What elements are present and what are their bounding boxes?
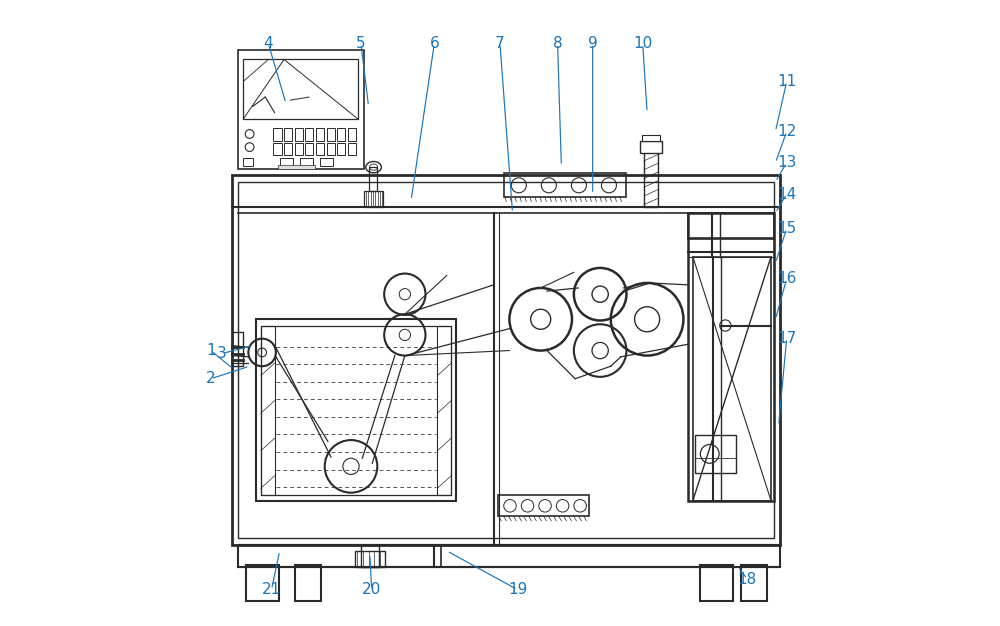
Bar: [437, 326, 451, 495]
Bar: [361, 545, 379, 567]
Bar: [327, 143, 335, 155]
Bar: [243, 158, 253, 166]
Bar: [273, 143, 282, 155]
Bar: [741, 565, 767, 601]
Bar: [693, 257, 771, 501]
Text: 14: 14: [777, 187, 796, 202]
Bar: [369, 167, 377, 191]
Text: 6: 6: [429, 36, 439, 51]
Text: 20: 20: [362, 582, 381, 597]
Bar: [355, 551, 385, 567]
Bar: [238, 545, 780, 567]
Bar: [305, 143, 313, 155]
Bar: [280, 158, 293, 166]
Bar: [261, 326, 275, 495]
Bar: [644, 150, 658, 207]
Bar: [295, 565, 321, 601]
Bar: [273, 128, 282, 141]
Text: 16: 16: [777, 271, 796, 286]
Bar: [688, 213, 774, 238]
Bar: [327, 128, 335, 141]
Bar: [504, 173, 626, 197]
Text: 8: 8: [553, 36, 562, 51]
Text: 17: 17: [777, 331, 796, 346]
Text: 5: 5: [356, 36, 366, 51]
Text: 18: 18: [738, 572, 757, 587]
Text: 1: 1: [206, 343, 216, 358]
Bar: [498, 495, 589, 516]
Bar: [261, 326, 451, 495]
Bar: [640, 141, 662, 153]
Bar: [320, 158, 333, 166]
Bar: [232, 175, 780, 545]
Text: 21: 21: [262, 582, 281, 597]
Bar: [700, 565, 733, 601]
Bar: [238, 182, 774, 538]
Bar: [278, 165, 315, 169]
Bar: [295, 128, 303, 141]
Bar: [364, 191, 383, 207]
Bar: [284, 143, 292, 155]
Text: 9: 9: [588, 36, 598, 51]
Bar: [337, 128, 345, 141]
Bar: [337, 143, 345, 155]
Bar: [316, 143, 324, 155]
Bar: [305, 128, 313, 141]
Text: 10: 10: [633, 36, 652, 51]
Text: 4: 4: [264, 36, 273, 51]
Bar: [300, 158, 313, 166]
Text: 11: 11: [777, 74, 796, 89]
Text: 19: 19: [508, 582, 527, 597]
Bar: [642, 135, 660, 141]
Bar: [695, 435, 736, 473]
Bar: [243, 59, 358, 119]
Bar: [316, 128, 324, 141]
Bar: [348, 143, 356, 155]
Text: 13: 13: [777, 155, 796, 170]
Bar: [246, 565, 279, 601]
Text: 7: 7: [495, 36, 505, 51]
Text: 15: 15: [777, 221, 796, 236]
Bar: [232, 332, 243, 366]
Bar: [348, 128, 356, 141]
Bar: [295, 143, 303, 155]
Bar: [256, 319, 456, 501]
Text: 2: 2: [206, 371, 216, 386]
Bar: [238, 50, 364, 169]
Text: 12: 12: [777, 124, 796, 139]
Bar: [284, 128, 292, 141]
Bar: [688, 213, 774, 501]
Text: 3: 3: [217, 346, 226, 361]
